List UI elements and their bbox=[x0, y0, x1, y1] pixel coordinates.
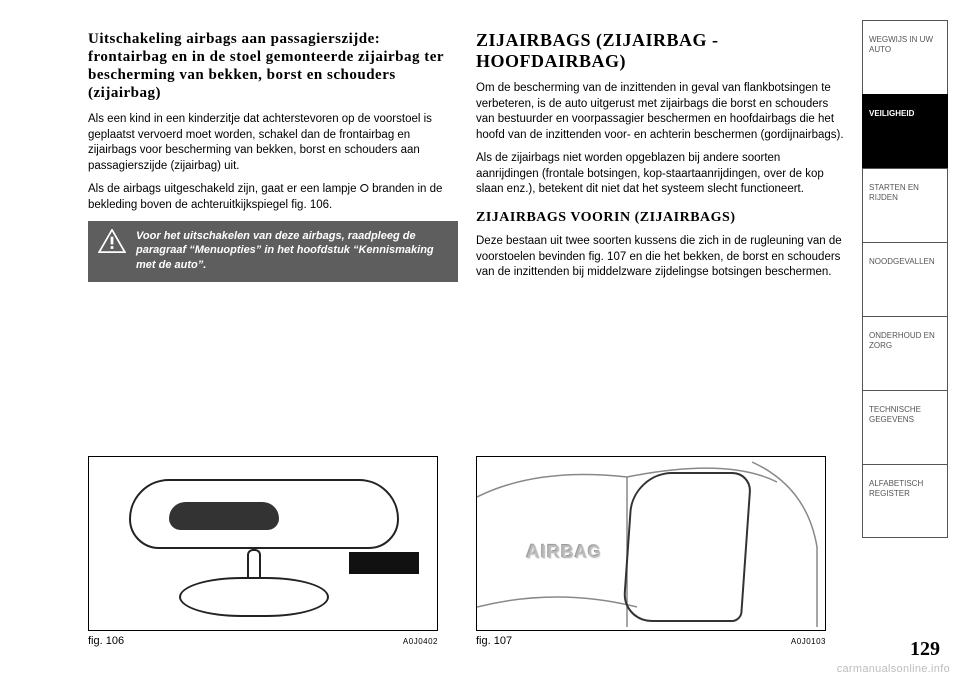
left-paragraph-1: Als een kind in een kinderzitje dat acht… bbox=[88, 112, 458, 174]
right-paragraph-3: Deze bestaan uit twee soorten kussens di… bbox=[476, 234, 846, 281]
airbag-emboss-text: AIRBAG bbox=[526, 542, 601, 564]
figure-107-code: A0J0103 bbox=[791, 637, 826, 646]
figure-107-label: fig. 107 bbox=[476, 635, 512, 647]
warning-box: Voor het uitschakelen van deze airbags, … bbox=[88, 221, 458, 282]
figures-row: fig. 106 A0J0402 AIRBAG fig. 107 A0J0103 bbox=[88, 456, 848, 647]
right-subheading: ZIJAIRBAGS VOORIN (ZIJAIRBAGS) bbox=[476, 210, 846, 226]
warning-text: Voor het uitschakelen van deze airbags, … bbox=[136, 229, 448, 272]
manual-page: Uitschakeling airbags aan passagierszijd… bbox=[0, 0, 960, 679]
mirror-stem bbox=[247, 549, 261, 579]
right-heading: ZIJAIRBAGS (ZIJAIRBAG - HOOFDAIRBAG) bbox=[476, 30, 846, 71]
right-column: ZIJAIRBAGS (ZIJAIRBAG - HOOFDAIRBAG) Om … bbox=[476, 30, 846, 289]
indicator-panel bbox=[349, 552, 419, 574]
page-number: 129 bbox=[910, 638, 940, 661]
tab-alfabetisch[interactable]: ALFABETISCH REGISTER bbox=[862, 464, 948, 538]
tab-wegwijs[interactable]: WEGWIJS IN UW AUTO bbox=[862, 20, 948, 94]
tab-noodgevallen[interactable]: NOODGEVALLEN bbox=[862, 242, 948, 316]
section-tabs: WEGWIJS IN UW AUTO VEILIGHEID STARTEN EN… bbox=[862, 20, 948, 538]
tab-technische[interactable]: TECHNISCHE GEGEVENS bbox=[862, 390, 948, 464]
left-column: Uitschakeling airbags aan passagierszijd… bbox=[88, 30, 458, 289]
figure-106-label: fig. 106 bbox=[88, 635, 124, 647]
figure-106-image bbox=[88, 456, 438, 631]
right-paragraph-2: Als de zijairbags niet worden opgeblazen… bbox=[476, 151, 846, 198]
figure-106-code: A0J0402 bbox=[403, 637, 438, 646]
watermark: carmanualsonline.info bbox=[837, 663, 950, 675]
right-paragraph-1: Om de bescherming van de inzittenden in … bbox=[476, 81, 846, 143]
tab-veiligheid[interactable]: VEILIGHEID bbox=[862, 94, 948, 168]
figure-106-caption: fig. 106 A0J0402 bbox=[88, 635, 438, 647]
warning-triangle-icon bbox=[98, 229, 126, 253]
figure-107-image: AIRBAG bbox=[476, 456, 826, 631]
tab-starten[interactable]: STARTEN EN RIJDEN bbox=[862, 168, 948, 242]
figure-107-caption: fig. 107 A0J0103 bbox=[476, 635, 826, 647]
figure-106: fig. 106 A0J0402 bbox=[88, 456, 458, 647]
rearview-mirror bbox=[179, 577, 329, 617]
content-columns: Uitschakeling airbags aan passagierszijd… bbox=[88, 30, 848, 289]
left-paragraph-2: Als de airbags uitgeschakeld zijn, gaat … bbox=[88, 182, 458, 213]
left-heading: Uitschakeling airbags aan passagierszijd… bbox=[88, 30, 458, 102]
seat-back-outline bbox=[622, 472, 752, 622]
overhead-console-panel bbox=[169, 502, 279, 530]
figure-107: AIRBAG fig. 107 A0J0103 bbox=[476, 456, 846, 647]
tab-onderhoud[interactable]: ONDERHOUD EN ZORG bbox=[862, 316, 948, 390]
